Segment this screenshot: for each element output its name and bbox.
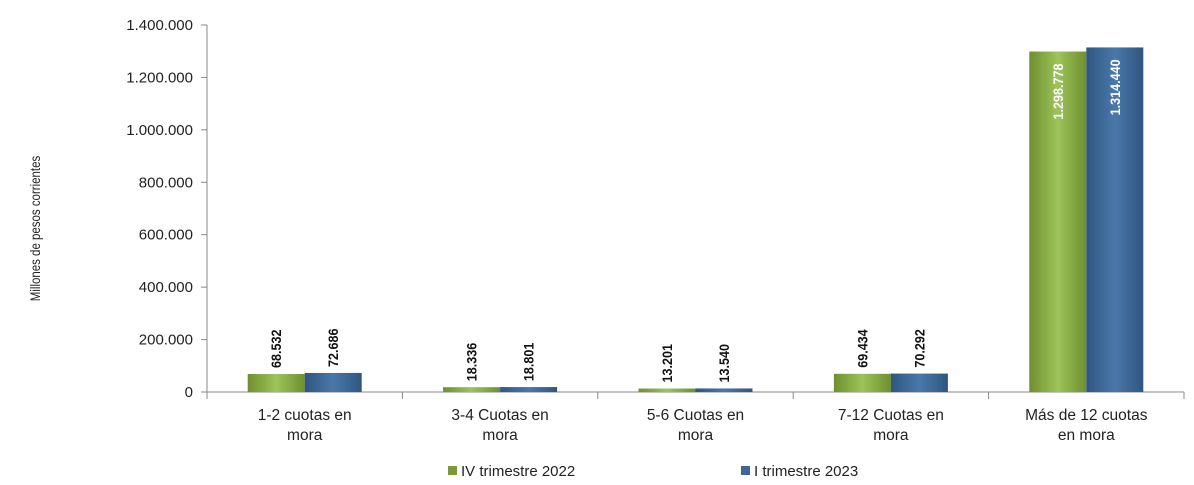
- bar-iv-trimestre-2022: [247, 374, 305, 392]
- data-label: 13.540: [716, 344, 732, 382]
- bar-i-trimestre-2023: [695, 388, 753, 392]
- y-tick-label: 800.000: [139, 174, 193, 191]
- data-label: 72.686: [326, 328, 342, 366]
- x-category-label: 3-4 Cuotas en: [451, 407, 548, 424]
- data-label: 1.314.440: [1107, 59, 1123, 115]
- x-category-label: mora: [287, 427, 323, 444]
- data-label: 18.336: [464, 343, 480, 381]
- x-category-label: 1-2 cuotas en: [258, 407, 352, 424]
- legend-swatch: [448, 466, 457, 475]
- x-category-label: mora: [482, 427, 518, 444]
- y-tick-label: 200.000: [139, 332, 193, 349]
- y-tick-label: 1.400.000: [126, 17, 193, 34]
- bar-i-trimestre-2023: [1086, 47, 1144, 392]
- data-label: 18.801: [521, 342, 537, 381]
- bar-iv-trimestre-2022: [833, 373, 891, 392]
- legend-label: I trimestre 2023: [754, 463, 858, 480]
- y-tick-label: 1.200.000: [126, 69, 193, 86]
- x-category-label: mora: [873, 427, 909, 444]
- bar-iv-trimestre-2022: [443, 387, 501, 392]
- y-axis-title: Millones de pesos corrientes: [27, 156, 43, 301]
- bar-i-trimestre-2023: [304, 372, 362, 392]
- y-tick-label: 0: [185, 384, 193, 401]
- data-label: 1.298.778: [1050, 64, 1066, 120]
- bar-iv-trimestre-2022: [638, 388, 696, 392]
- x-category-label: 7-12 Cuotas en: [838, 407, 944, 424]
- data-label: 70.292: [912, 329, 928, 367]
- x-category-label: 5-6 Cuotas en: [647, 407, 744, 424]
- y-tick-label: 1.000.000: [126, 122, 193, 139]
- y-tick-label: 600.000: [139, 227, 193, 244]
- data-label: 68.532: [269, 330, 285, 368]
- legend-swatch: [741, 466, 750, 475]
- y-tick-label: 400.000: [139, 279, 193, 296]
- bar-i-trimestre-2023: [500, 387, 558, 392]
- bar-i-trimestre-2023: [890, 373, 948, 392]
- data-label: 13.201: [659, 343, 675, 382]
- x-category-label: en mora: [1058, 427, 1115, 444]
- data-label: 69.434: [855, 329, 871, 368]
- legend-label: IV trimestre 2022: [461, 463, 575, 480]
- x-category-label: mora: [678, 427, 714, 444]
- bar-iv-trimestre-2022: [1029, 51, 1087, 392]
- x-category-label: Más de 12 cuotas: [1025, 407, 1148, 424]
